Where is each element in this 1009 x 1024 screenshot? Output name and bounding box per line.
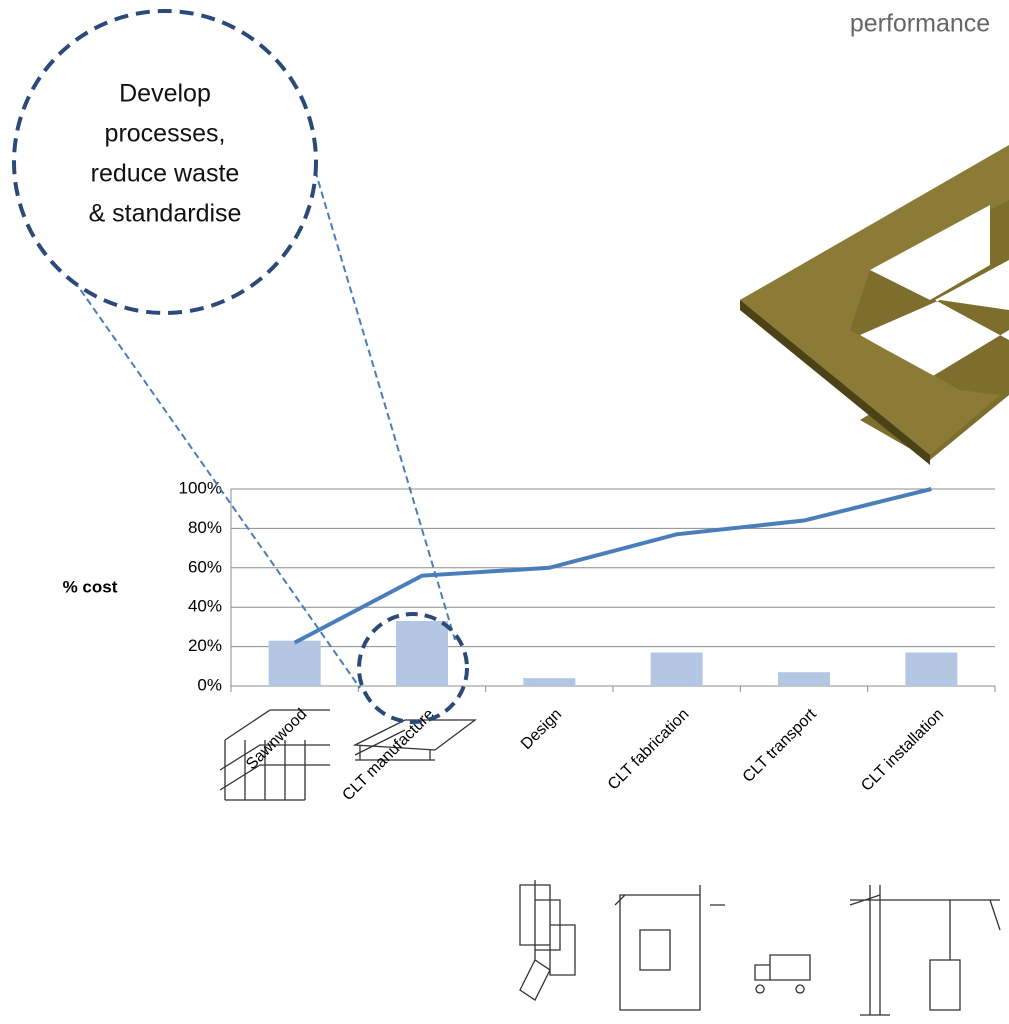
zoom-callout xyxy=(12,9,469,724)
x-tick-label: CLT installation xyxy=(858,706,947,795)
x-tick-label: CLT manufacture xyxy=(339,706,437,804)
x-tick-label: CLT transport xyxy=(740,705,821,786)
y-tick-label: 0% xyxy=(197,675,222,694)
bar xyxy=(523,678,576,686)
bar xyxy=(396,620,448,686)
bar xyxy=(905,652,958,686)
x-tick-label: Design xyxy=(518,706,565,753)
clt-panel-image xyxy=(740,145,1009,465)
bar xyxy=(778,672,830,686)
bar xyxy=(650,652,703,686)
annotation-line: processes, xyxy=(105,120,226,148)
x-tick-label: CLT fabrication xyxy=(605,706,693,794)
annotation-line: reduce waste xyxy=(91,160,240,188)
x-tick-label: Sawnwood xyxy=(243,706,310,773)
y-tick-label: 20% xyxy=(188,636,222,655)
annotation-line: & standardise xyxy=(89,200,242,228)
y-tick-label: 60% xyxy=(188,557,222,576)
corner-text: performance xyxy=(850,10,990,38)
bar xyxy=(268,640,321,686)
y-tick-label: 40% xyxy=(188,597,222,616)
process-sketches xyxy=(219,709,1001,1016)
plot: 0% 20% 40% 60% 80% 100% Sawnwood CLT manufactur… xyxy=(179,478,996,804)
line xyxy=(293,487,932,645)
y-tick-label: 80% xyxy=(188,518,222,537)
y-tick-label: 100% xyxy=(179,478,222,497)
y-axis-label: % cost xyxy=(63,577,118,596)
annotation-line: Develop xyxy=(119,80,211,108)
